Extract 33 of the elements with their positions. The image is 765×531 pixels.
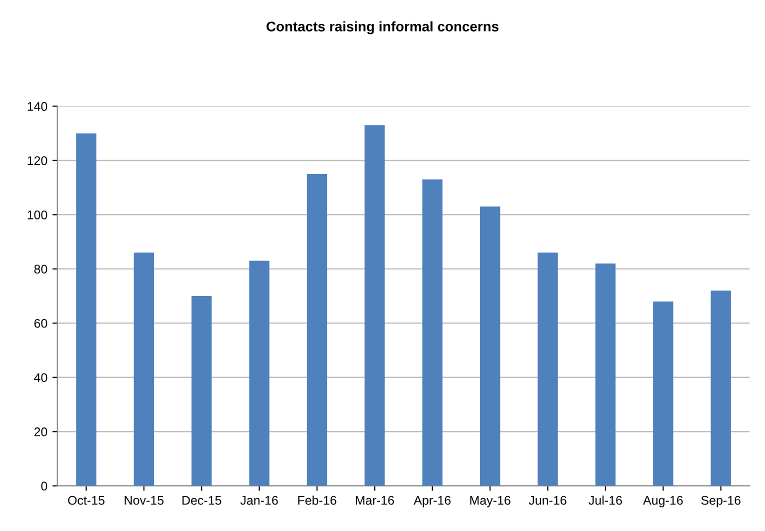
x-tick-label: Apr-16 [414,496,451,508]
y-tick-label: 140 [28,102,48,111]
x-tick-label: Aug-16 [643,496,683,508]
bar [134,252,154,486]
x-tick-label: Nov-15 [124,496,164,505]
x-tick-label: May-16 [470,496,510,508]
x-tick-label: Jul-16 [588,496,622,505]
y-tick-label: 60 [34,318,48,328]
x-tick-label: Feb-16 [298,496,336,505]
x-tick-label: Dec-15 [182,496,222,505]
x-tick-label: Sep-16 [701,496,740,508]
x-tick-label: Mar-16 [356,496,394,505]
y-tick-label: 120 [28,156,48,166]
x-tick-label: Oct-15 [68,496,104,505]
y-tick-label: 100 [28,210,48,220]
y-tick-label: 20 [34,427,48,436]
bar [306,174,328,486]
y-tick-label: 0 [41,482,48,491]
bar [538,252,558,486]
x-tick-label: Jan-16 [240,496,278,505]
x-tick-label: Jun-16 [528,496,566,505]
bar [76,133,96,486]
bar [595,263,616,486]
bar [653,301,674,486]
bar [192,296,212,486]
bar [480,206,500,486]
y-tick-label: 80 [34,264,48,274]
y-tick-label: 40 [34,373,48,382]
bar [710,290,731,486]
bar [422,179,442,486]
bar [249,260,270,486]
chart-title: Contacts raising informal concerns [266,21,498,34]
bar [364,125,385,486]
